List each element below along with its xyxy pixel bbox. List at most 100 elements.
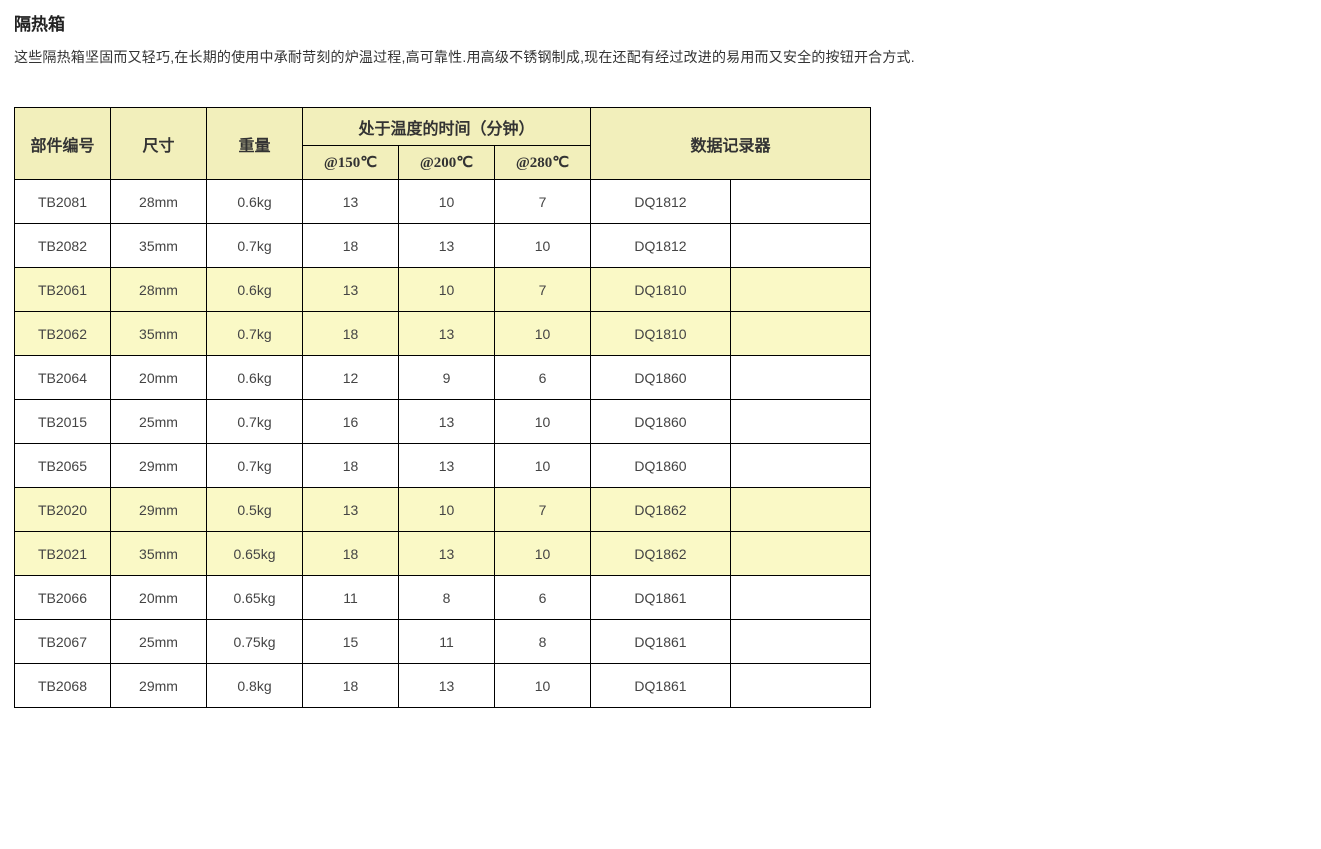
cell-weight: 0.8kg	[207, 664, 303, 708]
table-row: TB206235mm0.7kg181310DQ1810	[15, 312, 871, 356]
cell-t280: 6	[495, 356, 591, 400]
cell-t280: 6	[495, 576, 591, 620]
cell-logger: DQ1810	[591, 312, 731, 356]
cell-size: 29mm	[111, 488, 207, 532]
cell-size: 29mm	[111, 664, 207, 708]
cell-part_no: TB2068	[15, 664, 111, 708]
cell-blank	[731, 444, 871, 488]
cell-size: 25mm	[111, 400, 207, 444]
cell-size: 28mm	[111, 180, 207, 224]
cell-part_no: TB2065	[15, 444, 111, 488]
cell-logger: DQ1812	[591, 180, 731, 224]
cell-t200: 10	[399, 268, 495, 312]
cell-logger: DQ1862	[591, 488, 731, 532]
cell-logger: DQ1810	[591, 268, 731, 312]
cell-t200: 11	[399, 620, 495, 664]
cell-weight: 0.7kg	[207, 224, 303, 268]
cell-weight: 0.6kg	[207, 268, 303, 312]
cell-t280: 10	[495, 444, 591, 488]
cell-blank	[731, 532, 871, 576]
table-row: TB206620mm0.65kg1186DQ1861	[15, 576, 871, 620]
cell-t200: 9	[399, 356, 495, 400]
cell-t200: 13	[399, 224, 495, 268]
cell-part_no: TB2064	[15, 356, 111, 400]
cell-t150: 16	[303, 400, 399, 444]
cell-t150: 18	[303, 664, 399, 708]
cell-weight: 0.7kg	[207, 312, 303, 356]
cell-size: 29mm	[111, 444, 207, 488]
cell-part_no: TB2062	[15, 312, 111, 356]
cell-t150: 18	[303, 444, 399, 488]
cell-weight: 0.65kg	[207, 576, 303, 620]
cell-blank	[731, 224, 871, 268]
cell-t280: 10	[495, 664, 591, 708]
cell-t280: 10	[495, 532, 591, 576]
cell-weight: 0.75kg	[207, 620, 303, 664]
cell-weight: 0.6kg	[207, 356, 303, 400]
cell-t200: 13	[399, 444, 495, 488]
table-row: TB202029mm0.5kg13107DQ1862	[15, 488, 871, 532]
col-header-t200: @200℃	[399, 146, 495, 180]
cell-size: 35mm	[111, 532, 207, 576]
cell-logger: DQ1861	[591, 576, 731, 620]
cell-weight: 0.65kg	[207, 532, 303, 576]
cell-t280: 8	[495, 620, 591, 664]
cell-logger: DQ1862	[591, 532, 731, 576]
cell-t200: 10	[399, 180, 495, 224]
cell-weight: 0.7kg	[207, 444, 303, 488]
cell-size: 20mm	[111, 356, 207, 400]
cell-t200: 13	[399, 312, 495, 356]
cell-size: 35mm	[111, 312, 207, 356]
cell-t150: 13	[303, 180, 399, 224]
cell-logger: DQ1860	[591, 356, 731, 400]
cell-blank	[731, 180, 871, 224]
cell-blank	[731, 400, 871, 444]
cell-logger: DQ1860	[591, 444, 731, 488]
cell-t280: 10	[495, 224, 591, 268]
cell-part_no: TB2020	[15, 488, 111, 532]
cell-t150: 18	[303, 224, 399, 268]
cell-size: 28mm	[111, 268, 207, 312]
table-row: TB206420mm0.6kg1296DQ1860	[15, 356, 871, 400]
cell-weight: 0.7kg	[207, 400, 303, 444]
cell-part_no: TB2021	[15, 532, 111, 576]
cell-t200: 13	[399, 532, 495, 576]
cell-t280: 7	[495, 180, 591, 224]
cell-size: 25mm	[111, 620, 207, 664]
cell-part_no: TB2067	[15, 620, 111, 664]
col-header-part-no: 部件编号	[15, 108, 111, 180]
col-header-t150: @150℃	[303, 146, 399, 180]
cell-logger: DQ1812	[591, 224, 731, 268]
cell-t200: 8	[399, 576, 495, 620]
cell-t150: 13	[303, 488, 399, 532]
spec-table: 部件编号 尺寸 重量 处于温度的时间（分钟） 数据记录器 @150℃ @200℃…	[14, 107, 871, 708]
cell-t150: 18	[303, 532, 399, 576]
cell-t150: 18	[303, 312, 399, 356]
cell-t280: 10	[495, 400, 591, 444]
col-header-t280: @280℃	[495, 146, 591, 180]
cell-t150: 15	[303, 620, 399, 664]
page-title: 隔热箱	[14, 10, 1307, 35]
cell-t280: 7	[495, 268, 591, 312]
cell-part_no: TB2082	[15, 224, 111, 268]
cell-part_no: TB2015	[15, 400, 111, 444]
cell-t150: 12	[303, 356, 399, 400]
table-row: TB208235mm0.7kg181310DQ1812	[15, 224, 871, 268]
cell-part_no: TB2061	[15, 268, 111, 312]
cell-logger: DQ1861	[591, 664, 731, 708]
cell-t280: 10	[495, 312, 591, 356]
page-description: 这些隔热箱坚固而又轻巧,在长期的使用中承耐苛刻的炉温过程,高可靠性.用高级不锈钢…	[14, 47, 1307, 67]
col-header-time-group: 处于温度的时间（分钟）	[303, 108, 591, 146]
cell-blank	[731, 312, 871, 356]
cell-logger: DQ1861	[591, 620, 731, 664]
table-row: TB206128mm0.6kg13107DQ1810	[15, 268, 871, 312]
cell-weight: 0.6kg	[207, 180, 303, 224]
table-row: TB206725mm0.75kg15118DQ1861	[15, 620, 871, 664]
col-header-logger: 数据记录器	[591, 108, 871, 180]
table-row: TB202135mm0.65kg181310DQ1862	[15, 532, 871, 576]
cell-blank	[731, 268, 871, 312]
cell-size: 20mm	[111, 576, 207, 620]
cell-t280: 7	[495, 488, 591, 532]
col-header-size: 尺寸	[111, 108, 207, 180]
col-header-weight: 重量	[207, 108, 303, 180]
